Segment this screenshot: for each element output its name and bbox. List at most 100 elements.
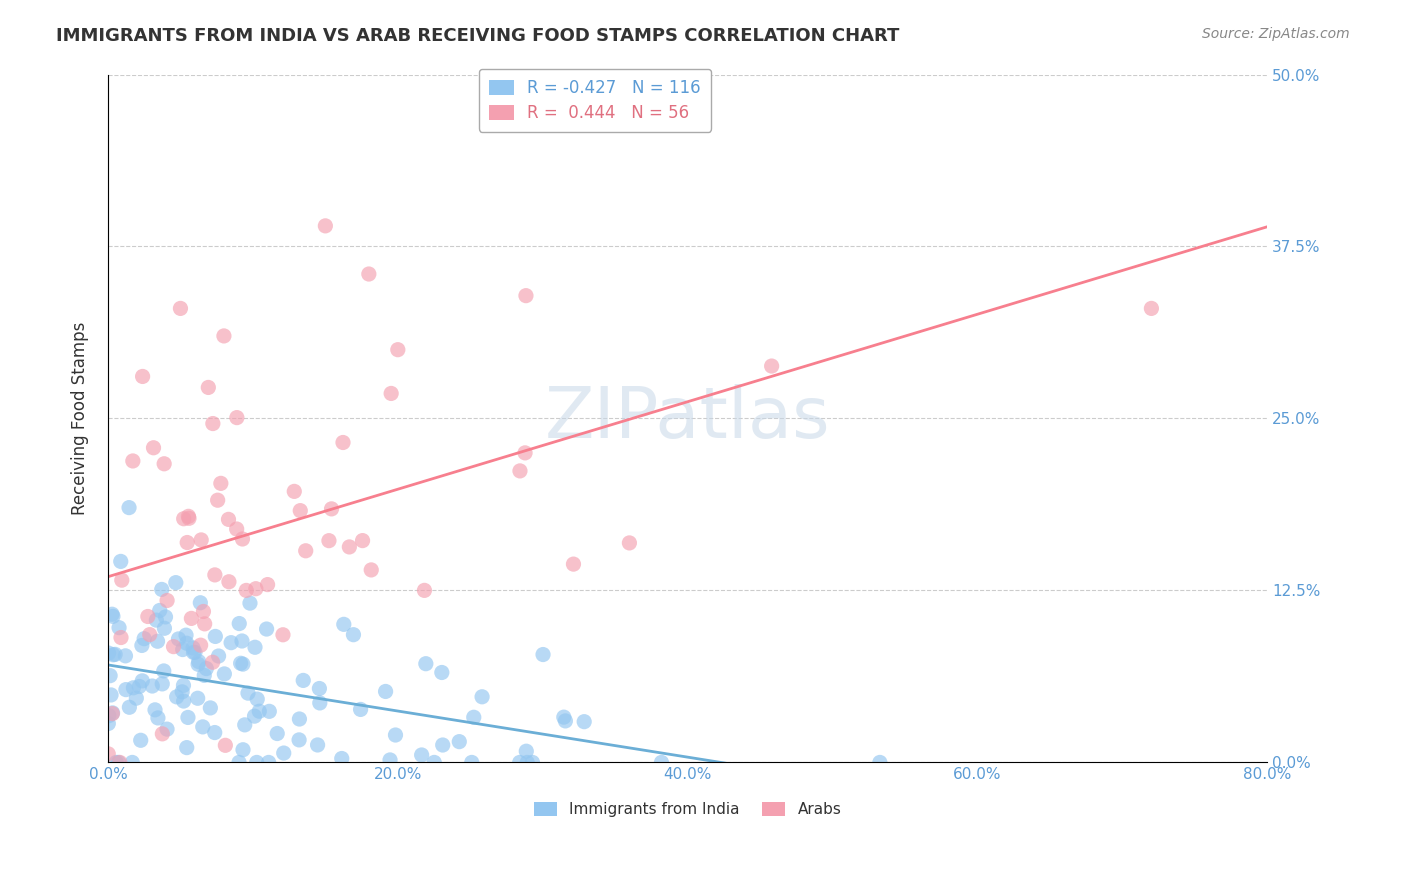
Point [232, 657, 254, 672]
Point [121, 756, 143, 770]
Point [201, 417, 224, 431]
Point [509, 756, 531, 770]
Point [200, 701, 222, 715]
Point [150, 677, 173, 691]
Point [378, 753, 401, 767]
Point [177, 509, 200, 524]
Point [522, 756, 544, 770]
Point [114, 648, 136, 663]
Point [432, 738, 454, 752]
Point [515, 288, 537, 302]
Point [314, 219, 336, 233]
Point [145, 613, 167, 627]
Point [143, 703, 166, 717]
Y-axis label: Receiving Food Stamps: Receiving Food Stamps [72, 322, 89, 516]
Point [204, 629, 226, 643]
Point [384, 728, 406, 742]
Point [193, 605, 215, 619]
Point [349, 702, 371, 716]
Point [553, 710, 575, 724]
Point [97, 716, 120, 731]
Point [101, 607, 124, 622]
Point [194, 616, 217, 631]
Point [183, 645, 205, 659]
Point [259, 704, 281, 718]
Point [233, 718, 256, 732]
Point [190, 638, 212, 652]
Point [229, 657, 252, 671]
Point [142, 441, 165, 455]
Point [562, 557, 585, 571]
Point [129, 733, 152, 747]
Point [131, 639, 153, 653]
Point [246, 756, 269, 770]
Point [247, 704, 270, 718]
Point [650, 756, 672, 770]
Point [243, 709, 266, 723]
Point [531, 648, 554, 662]
Point [374, 684, 396, 698]
Point [318, 533, 340, 548]
Point [138, 627, 160, 641]
Point [1140, 301, 1163, 316]
Point [101, 648, 124, 662]
Point [413, 583, 436, 598]
Point [256, 577, 278, 591]
Point [207, 493, 229, 508]
Point [153, 457, 176, 471]
Point [330, 751, 353, 765]
Point [156, 593, 179, 607]
Point [146, 711, 169, 725]
Point [150, 727, 173, 741]
Point [173, 694, 195, 708]
Point [273, 746, 295, 760]
Point [111, 573, 134, 587]
Point [172, 685, 194, 699]
Point [173, 512, 195, 526]
Point [271, 628, 294, 642]
Point [307, 738, 329, 752]
Point [288, 732, 311, 747]
Point [207, 648, 229, 663]
Point [104, 648, 127, 662]
Point [357, 267, 380, 281]
Point [152, 664, 174, 678]
Point [463, 710, 485, 724]
Point [245, 582, 267, 596]
Point [121, 454, 143, 468]
Point [509, 464, 531, 478]
Point [321, 501, 343, 516]
Point [177, 511, 200, 525]
Point [231, 532, 253, 546]
Point [167, 632, 190, 646]
Point [256, 622, 278, 636]
Point [177, 710, 200, 724]
Point [461, 756, 484, 770]
Point [100, 688, 122, 702]
Point [187, 657, 209, 672]
Point [165, 575, 187, 590]
Point [209, 476, 232, 491]
Point [380, 386, 402, 401]
Point [134, 632, 156, 646]
Point [342, 628, 364, 642]
Point [411, 747, 433, 762]
Point [118, 700, 141, 714]
Point [212, 329, 235, 343]
Point [190, 533, 212, 547]
Point [172, 642, 194, 657]
Point [232, 743, 254, 757]
Point [449, 734, 471, 748]
Point [288, 712, 311, 726]
Point [204, 568, 226, 582]
Point [169, 301, 191, 316]
Point [101, 706, 124, 720]
Point [176, 636, 198, 650]
Point [180, 611, 202, 625]
Point [176, 535, 198, 549]
Point [619, 536, 641, 550]
Point [150, 582, 173, 597]
Point [869, 756, 891, 770]
Point [181, 640, 204, 655]
Point [513, 446, 536, 460]
